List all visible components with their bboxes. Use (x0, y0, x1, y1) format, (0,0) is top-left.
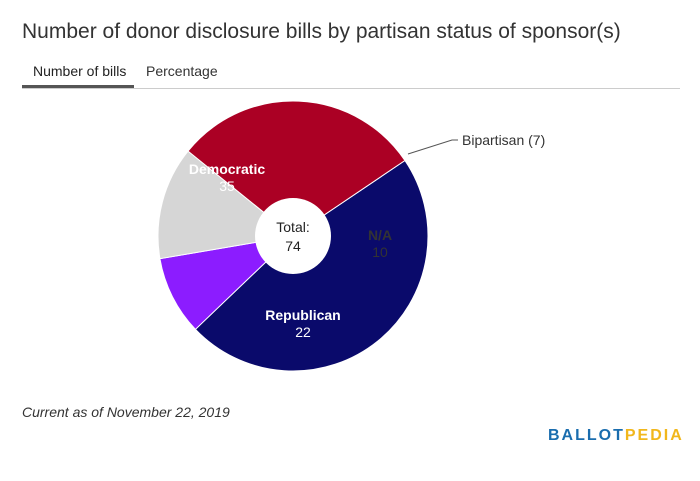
tab-number-of-bills[interactable]: Number of bills (22, 62, 134, 88)
slice-republican[interactable] (187, 100, 406, 237)
logo-part-pedia: PEDIA (624, 427, 684, 444)
tab-percentage[interactable]: Percentage (146, 63, 218, 79)
slice-label-bipartisan: Bipartisan (7) (462, 132, 545, 148)
slice-value-n-a: 10 (372, 244, 388, 260)
logo-part-ballot: BALLOT (548, 427, 625, 444)
slice-label-n-a: N/A (368, 227, 392, 243)
ballotpedia-logo: BALLOTPEDIA (548, 427, 684, 445)
callout-line-bipartisan (407, 139, 458, 155)
center-total-value: 74 (285, 238, 301, 254)
center-total-label: Total: (276, 219, 309, 235)
slice-value-republican: 22 (295, 324, 311, 340)
chart-title: Number of donor disclosure bills by part… (22, 20, 621, 43)
footnote: Current as of November 22, 2019 (22, 404, 230, 420)
slice-value-democratic: 35 (219, 178, 235, 194)
tab-bar: Number of bills Percentage (22, 62, 680, 89)
slice-label-democratic: Democratic (189, 161, 265, 177)
slice-bipartisan[interactable] (159, 235, 295, 331)
donut-hole (255, 198, 331, 274)
slice-label-republican: Republican (265, 307, 340, 323)
